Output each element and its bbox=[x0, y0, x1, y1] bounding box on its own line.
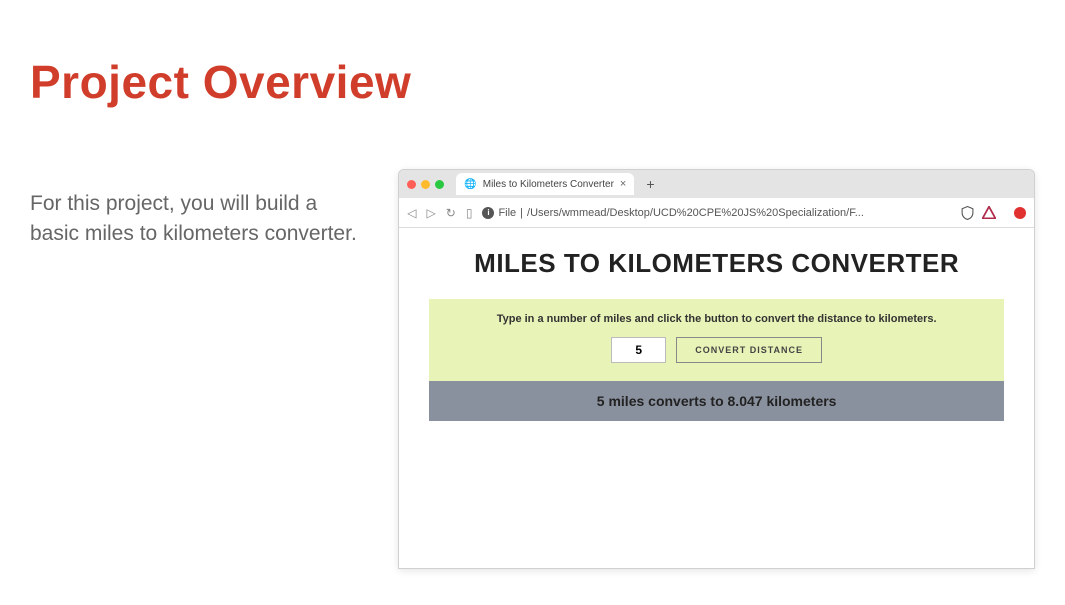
miles-input[interactable] bbox=[611, 337, 666, 363]
nav-buttons: ◁ ▷ ↻ ▯ bbox=[407, 206, 472, 220]
close-window-button[interactable] bbox=[407, 180, 416, 189]
tab-title: Miles to Kilometers Converter bbox=[483, 179, 614, 190]
toolbar-right bbox=[961, 206, 1026, 220]
shield-icon[interactable] bbox=[961, 206, 974, 220]
browser-tab-bar: 🌐 Miles to Kilometers Converter × + bbox=[399, 170, 1034, 198]
reload-button[interactable]: ↻ bbox=[446, 206, 456, 220]
input-panel: Type in a number of miles and click the … bbox=[429, 299, 1004, 381]
instruction-text: Type in a number of miles and click the … bbox=[449, 313, 984, 325]
convert-button[interactable]: CONVERT DISTANCE bbox=[676, 337, 822, 363]
site-info-icon[interactable]: i bbox=[482, 207, 494, 219]
app-heading: MILES TO KILOMETERS CONVERTER bbox=[474, 248, 959, 279]
page-content: MILES TO KILOMETERS CONVERTER Type in a … bbox=[399, 228, 1034, 568]
window-controls bbox=[407, 180, 444, 189]
address-bar[interactable]: i File | /Users/wmmead/Desktop/UCD%20CPE… bbox=[482, 207, 951, 219]
content-row: For this project, you will build a basic… bbox=[30, 169, 1035, 569]
slide-title: Project Overview bbox=[30, 55, 1035, 109]
close-tab-icon[interactable]: × bbox=[620, 178, 626, 190]
input-row: CONVERT DISTANCE bbox=[449, 337, 984, 363]
url-scheme-label: File bbox=[498, 207, 516, 219]
result-panel: 5 miles converts to 8.047 kilometers bbox=[429, 381, 1004, 421]
warning-icon[interactable] bbox=[982, 206, 996, 219]
url-separator: | bbox=[520, 207, 523, 219]
maximize-window-button[interactable] bbox=[435, 180, 444, 189]
record-icon[interactable] bbox=[1014, 207, 1026, 219]
url-path: /Users/wmmead/Desktop/UCD%20CPE%20JS%20S… bbox=[527, 207, 864, 219]
bookmark-icon[interactable]: ▯ bbox=[466, 206, 473, 220]
globe-icon: 🌐 bbox=[464, 179, 476, 190]
new-tab-button[interactable]: + bbox=[640, 176, 660, 192]
back-button[interactable]: ◁ bbox=[407, 206, 416, 220]
minimize-window-button[interactable] bbox=[421, 180, 430, 189]
browser-tab[interactable]: 🌐 Miles to Kilometers Converter × bbox=[456, 173, 634, 195]
browser-window: 🌐 Miles to Kilometers Converter × + ◁ ▷ … bbox=[398, 169, 1035, 569]
forward-button[interactable]: ▷ bbox=[427, 206, 436, 220]
project-description: For this project, you will build a basic… bbox=[30, 169, 358, 250]
browser-toolbar: ◁ ▷ ↻ ▯ i File | /Users/wmmead/Desktop/U… bbox=[399, 198, 1034, 228]
